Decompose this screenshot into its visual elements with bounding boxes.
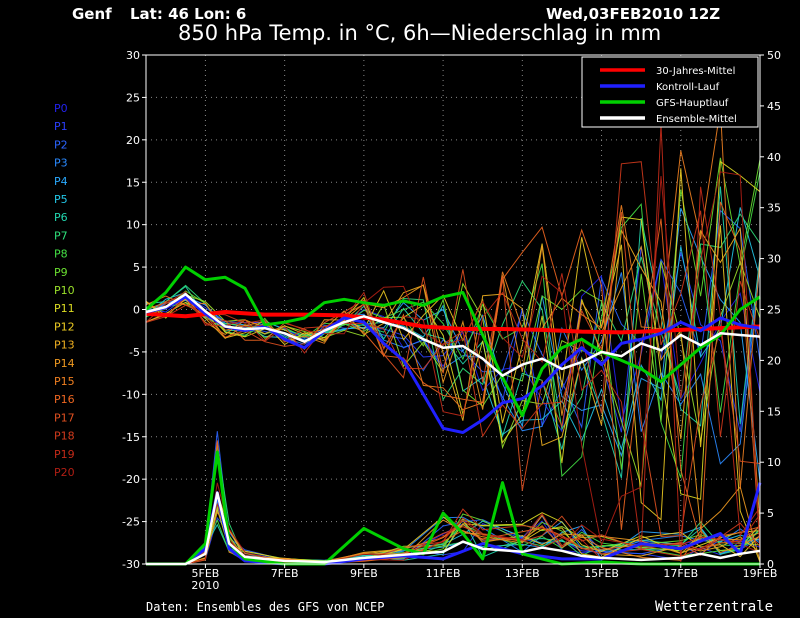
right-tick-label: 50: [767, 49, 781, 62]
right-tick-label: 40: [767, 151, 781, 164]
right-tick-label: 15: [767, 405, 781, 418]
right-tick-label: 20: [767, 354, 781, 367]
member-temp-line: [145, 171, 761, 479]
left-tick-label: 20: [126, 134, 140, 147]
member-label: P18: [54, 430, 75, 443]
legend: 30-Jahres-Mittel Kontroll-Lauf GFS-Hauptla…: [581, 56, 759, 128]
chart-title: 850 hPa Temp. in °C, 6h—Niederschlag in …: [178, 21, 661, 45]
member-label: P20: [54, 466, 75, 479]
left-tick-label: -20: [122, 473, 140, 486]
legend-label-main: GFS-Hauptlauf: [656, 98, 729, 109]
right-tick-label: 0: [767, 558, 774, 571]
left-tick-label: 0: [133, 304, 140, 317]
series-mean-right: [146, 491, 761, 566]
left-tick-label: 5: [133, 261, 140, 274]
highlight-series: [145, 265, 762, 566]
member-label: P6: [54, 211, 68, 224]
member-label: P4: [54, 175, 68, 188]
left-tick-label: 30: [126, 49, 140, 62]
source-label: Daten: Ensembles des GFS von NCEP: [146, 600, 384, 614]
member-label: P10: [54, 284, 75, 297]
left-tick-label: 15: [126, 176, 140, 189]
right-tick-label: 5: [767, 507, 774, 520]
legend-label-mean: Ensemble-Mittel: [656, 114, 737, 125]
series-mean-left: [145, 292, 761, 377]
member-label: P12: [54, 320, 75, 333]
right-tick-label: 45: [767, 100, 781, 113]
member-temp-line: [145, 245, 761, 562]
right-tick-label: 35: [767, 202, 781, 215]
member-label: P2: [54, 138, 68, 151]
member-label: P1: [54, 120, 68, 133]
member-label: P5: [54, 193, 68, 206]
left-tick-label: -30: [122, 558, 140, 571]
x-tick-label: 19FEB: [743, 567, 778, 580]
left-tick-label: 10: [126, 219, 140, 232]
left-tick-label: -15: [122, 431, 140, 444]
right-tick-label: 25: [767, 304, 781, 317]
series-main-left: [145, 265, 761, 417]
coords-label: Lat: 46 Lon: 6: [130, 5, 246, 23]
member-labels: P0 P1 P2 P3 P4 P5 P6 P7 P8 P9 P10 P11 P12 P13 P14 P15 P1…: [54, 102, 75, 479]
run-label: Wed,03FEB2010 12Z: [546, 5, 720, 23]
member-label: P3: [54, 157, 68, 170]
x-tick-label: 13FEB: [505, 567, 540, 580]
left-tick-label: 25: [126, 91, 140, 104]
member-label: P19: [54, 448, 75, 461]
member-label: P8: [54, 248, 68, 261]
x-tick-label: 9FEB: [350, 567, 378, 580]
left-tick-label: -10: [122, 388, 140, 401]
member-temp-line: [145, 108, 761, 489]
x-tick-label: 7FEB: [271, 567, 299, 580]
series-clim-left: [145, 310, 761, 335]
member-label: P9: [54, 266, 68, 279]
member-label: P7: [54, 229, 68, 242]
x-tick-label: 15FEB: [584, 567, 619, 580]
member-label: P11: [54, 302, 75, 315]
x-tick-label: 11FEB: [426, 567, 461, 580]
x-tick-label: 5FEB: [192, 567, 220, 580]
member-label: P16: [54, 393, 75, 406]
left-tick-label: -25: [122, 516, 140, 529]
x-tick-label: 17FEB: [663, 567, 698, 580]
series-main-right: [146, 450, 760, 566]
member-label: P17: [54, 411, 75, 424]
member-label: P13: [54, 339, 75, 352]
member-temp-line: [145, 201, 761, 547]
member-temp-line: [145, 171, 761, 551]
brand-label: Wetterzentrale: [655, 599, 773, 615]
left-tick-label: -5: [129, 346, 140, 359]
left-axis: 30 25 20 15 10 5 0 -5 -10 -15 -20 -25 -30: [122, 49, 146, 571]
legend-label-clim: 30-Jahres-Mittel: [656, 66, 735, 77]
member-label: P15: [54, 375, 75, 388]
member-label: P14: [54, 357, 75, 370]
right-tick-label: 30: [767, 253, 781, 266]
member-temp-line: [145, 157, 761, 470]
right-tick-label: 10: [767, 456, 781, 469]
member-temp-line: [145, 211, 761, 538]
legend-label-control: Kontroll-Lauf: [656, 82, 720, 93]
location-label: Genf: [72, 5, 112, 23]
x-tick-sublabel: 2010: [191, 579, 219, 592]
member-temp-line: [145, 124, 761, 562]
member-label: P0: [54, 102, 68, 115]
